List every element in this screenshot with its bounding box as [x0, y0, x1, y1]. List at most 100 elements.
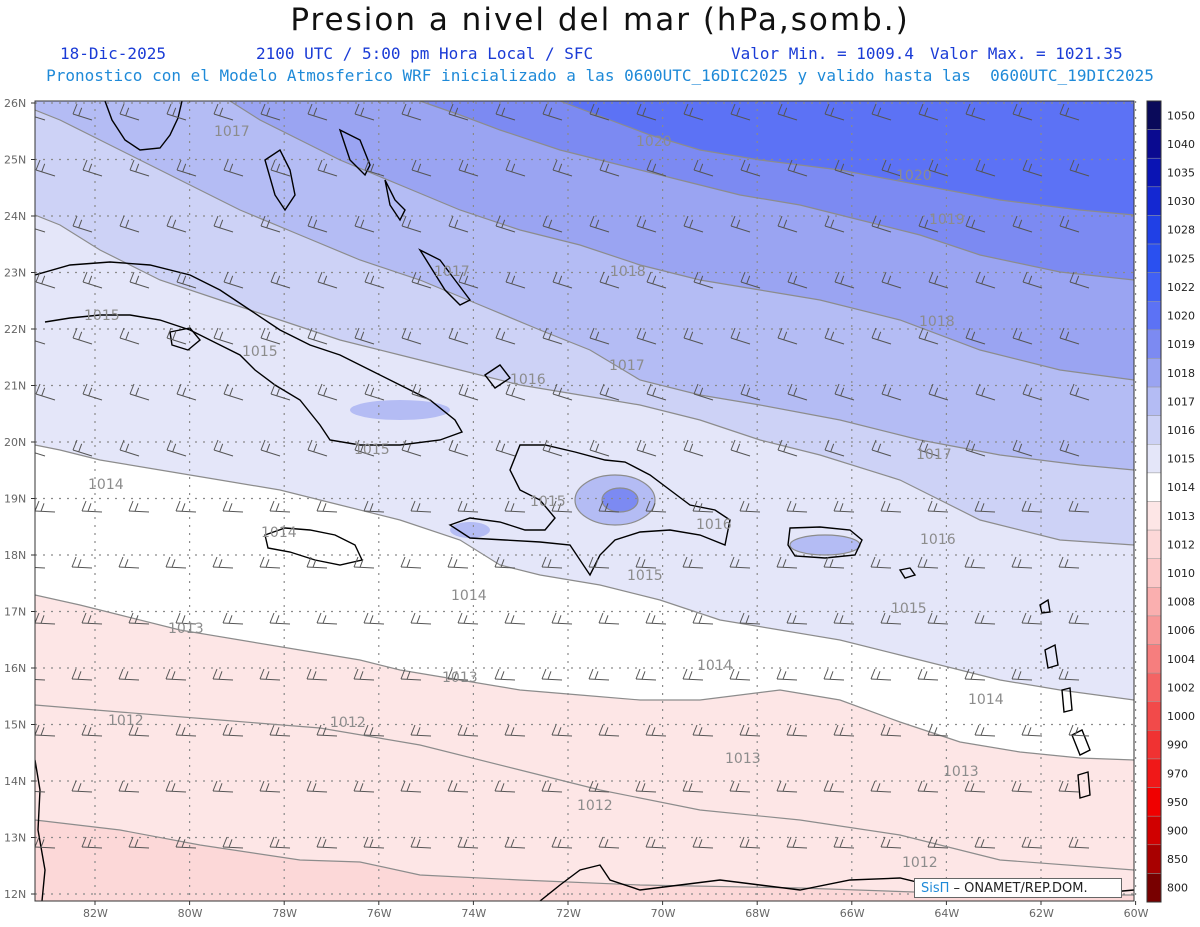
wind-barb	[975, 159, 996, 177]
contour-label: 1013	[943, 764, 979, 780]
wind-barb	[128, 500, 150, 513]
wind-barb	[870, 668, 892, 681]
colorbar-label: 800	[1167, 882, 1188, 895]
wind-barb	[212, 556, 234, 569]
colorbar-swatch	[1146, 100, 1162, 130]
colorbar-swatch	[1146, 501, 1162, 531]
wind-barb	[1068, 724, 1090, 737]
wind-barb	[223, 159, 244, 177]
wind-barb	[119, 327, 140, 345]
wind-barb	[880, 836, 902, 849]
colorbar-label: 1018	[1167, 367, 1195, 380]
colorbar-swatch	[1146, 386, 1162, 416]
wind-barb	[411, 271, 432, 289]
wind-barb	[1059, 439, 1080, 457]
wind-barb	[917, 780, 939, 793]
wind-barb	[176, 271, 197, 289]
wind-barb	[316, 500, 338, 513]
wind-barb	[353, 780, 375, 793]
wind-barb	[965, 215, 986, 233]
colorbar-label: 1008	[1167, 596, 1195, 609]
wind-barb	[682, 668, 704, 681]
lon-label: 78W	[272, 907, 297, 920]
wind-barb	[692, 836, 714, 849]
wind-barb	[82, 271, 103, 289]
wind-barb	[588, 556, 610, 569]
wind-barb	[166, 103, 187, 121]
wind-barb	[128, 724, 150, 737]
wind-barb	[541, 780, 563, 793]
wind-barb	[871, 439, 892, 457]
wind-barb	[551, 836, 573, 849]
wind-barb	[870, 780, 892, 793]
wind-barb	[317, 159, 338, 177]
colorbar-label: 1006	[1167, 624, 1195, 637]
wind-barb	[974, 500, 996, 513]
wind-barb	[128, 836, 150, 849]
colorbar-label: 1013	[1167, 510, 1195, 523]
colorbar-swatch	[1146, 329, 1162, 359]
wind-barb	[739, 500, 761, 513]
wind-barb	[645, 500, 667, 513]
wind-barb	[786, 724, 808, 737]
lon-label: 68W	[745, 907, 770, 920]
lat-label: 16N	[4, 662, 26, 675]
wind-barb	[81, 724, 103, 737]
wind-barb	[35, 271, 56, 289]
lat-label: 17N	[4, 606, 26, 619]
hispaniola-outline	[448, 444, 731, 577]
wind-barb	[165, 556, 187, 569]
contour-label: 1014	[451, 588, 487, 604]
contour-label: 1014	[968, 692, 1004, 708]
high-cuba	[350, 400, 450, 420]
wind-barb	[833, 500, 855, 513]
colorbar-label: 1050	[1167, 109, 1195, 122]
map-frame	[34, 100, 1135, 902]
wind-barb	[598, 836, 620, 849]
wind-barb	[598, 724, 620, 737]
wind-barb	[683, 103, 704, 121]
colorbar-swatch	[1146, 301, 1162, 331]
colorbar-swatch	[1146, 644, 1162, 674]
wind-barb	[118, 556, 140, 569]
wind-barb	[447, 780, 469, 793]
wind-barbs	[35, 103, 1090, 849]
colorbar-label: 990	[1167, 739, 1188, 752]
wind-barb	[645, 724, 667, 737]
wind-barb	[35, 566, 46, 569]
wind-barb	[834, 159, 855, 177]
cuba-outline	[35, 261, 464, 446]
contour-label: 1017	[916, 447, 952, 463]
wind-barb	[260, 103, 281, 121]
colorbar-label: 1014	[1167, 481, 1195, 494]
colorbar-label: 1035	[1167, 167, 1195, 180]
wind-barb	[363, 836, 385, 849]
lon-label: 74W	[461, 907, 486, 920]
colorbar-swatch	[1146, 587, 1162, 617]
colorbar-swatch	[1146, 844, 1162, 874]
colorbar-label: 1025	[1167, 252, 1195, 265]
wind-barb	[166, 327, 187, 345]
wind-barb	[635, 780, 657, 793]
wind-barb	[175, 500, 197, 513]
wind-barb	[1011, 668, 1033, 681]
wind-barb	[880, 500, 902, 513]
colorbar-label: 1028	[1167, 224, 1195, 237]
wind-barb	[504, 836, 526, 849]
wind-barb	[974, 836, 996, 849]
wind-barb	[682, 780, 704, 793]
wind-barb	[81, 612, 103, 625]
wind-barb	[974, 724, 996, 737]
wind-barb	[400, 780, 422, 793]
wind-barb	[870, 556, 892, 569]
wind-barb	[777, 439, 798, 457]
wind-barb	[401, 439, 422, 457]
wind-barb	[364, 383, 385, 401]
colorbar-swatch	[1146, 243, 1162, 273]
bahamas-cat-outline	[384, 179, 406, 222]
wind-barb	[166, 215, 187, 233]
wind-barb	[777, 103, 798, 121]
wind-barb	[1011, 780, 1033, 793]
wind-barb	[504, 612, 526, 625]
contour-label: 1012	[108, 713, 144, 729]
